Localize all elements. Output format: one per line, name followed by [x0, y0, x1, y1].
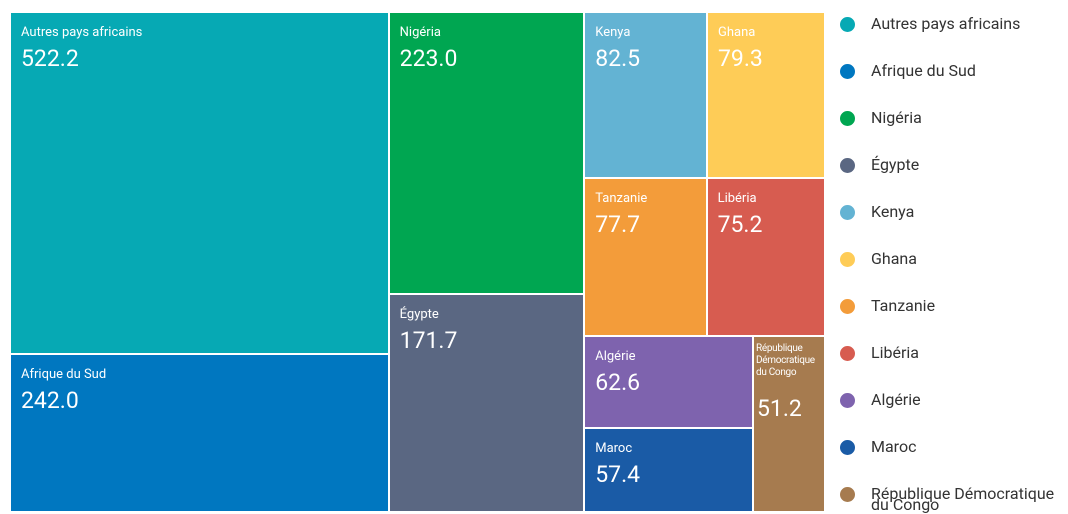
legend-label: Kenya — [871, 202, 915, 221]
tile-label: Égypte — [399, 307, 439, 323]
legend-label: Libéria — [871, 343, 919, 362]
legend-swatch — [840, 111, 855, 126]
legend-label: Maroc — [871, 437, 917, 456]
treemap-tile: Autres pays africains 522.2 — [10, 12, 389, 354]
tile-label: Libéria — [717, 191, 757, 207]
legend-swatch — [840, 252, 855, 267]
legend-label: Égypte — [871, 155, 920, 174]
tile-label: Algérie — [595, 348, 636, 364]
treemap-tile: Maroc 57.4 — [584, 427, 753, 512]
tile-value: 75.2 — [717, 211, 763, 239]
legend-label: Ghana — [871, 249, 917, 268]
legend-swatch — [840, 158, 855, 173]
tile-label: République Démocratique du Congo — [755, 342, 815, 378]
treemap-tile: Kenya 82.5 — [584, 12, 707, 179]
tile-value: 242.0 — [21, 386, 79, 414]
legend-label: République Démocratique du Congo — [871, 484, 1055, 514]
tile-value: 522.2 — [21, 45, 79, 72]
legend-label: Tanzanie — [871, 296, 936, 315]
legend-label: Afrique du Sud — [871, 61, 976, 80]
legend-swatch — [840, 393, 855, 408]
tile-value: 77.7 — [595, 211, 641, 239]
legend-label: Algérie — [871, 390, 921, 409]
legend-swatch — [840, 64, 855, 79]
tile-label: Autres pays africains — [21, 25, 143, 40]
treemap-tile: République Démocratique du Congo 51.2 — [752, 335, 825, 512]
legend-swatch — [840, 487, 855, 502]
treemap-tile: Égypte 171.7 — [388, 294, 585, 512]
tile-label: Kenya — [595, 25, 631, 40]
legend-label: Autres pays africains — [871, 14, 1021, 33]
tile-value: 62.6 — [595, 368, 641, 396]
legend-swatch — [840, 440, 855, 455]
tile-value: 57.4 — [595, 460, 641, 488]
tile-label: Tanzanie — [595, 191, 648, 207]
legend-swatch — [840, 299, 855, 314]
treemap-tile: Libéria 75.2 — [706, 178, 825, 336]
treemap-tile: Ghana 79.3 — [706, 12, 825, 179]
legend-swatch — [840, 205, 855, 220]
treemap-tile: Nigéria 223.0 — [388, 12, 585, 295]
legend-swatch — [840, 17, 855, 32]
treemap-tile: Algérie 62.6 — [584, 335, 753, 428]
tile-label: Afrique du Sud — [21, 366, 107, 382]
legend-swatch — [840, 346, 855, 361]
tile-label: Maroc — [595, 440, 633, 456]
tile-value: 223.0 — [399, 45, 458, 72]
tile-value: 171.7 — [399, 327, 458, 355]
tile-value: 79.3 — [717, 45, 763, 72]
tile-label: Nigéria — [399, 25, 441, 40]
treemap-tile: Afrique du Sud 242.0 — [10, 353, 389, 512]
tile-value: 82.5 — [595, 45, 641, 72]
tile-label: Ghana — [717, 25, 756, 40]
tile-value: 51.2 — [756, 394, 802, 422]
legend-label: Nigéria — [871, 108, 922, 127]
treemap-tile: Tanzanie 77.7 — [584, 178, 707, 336]
